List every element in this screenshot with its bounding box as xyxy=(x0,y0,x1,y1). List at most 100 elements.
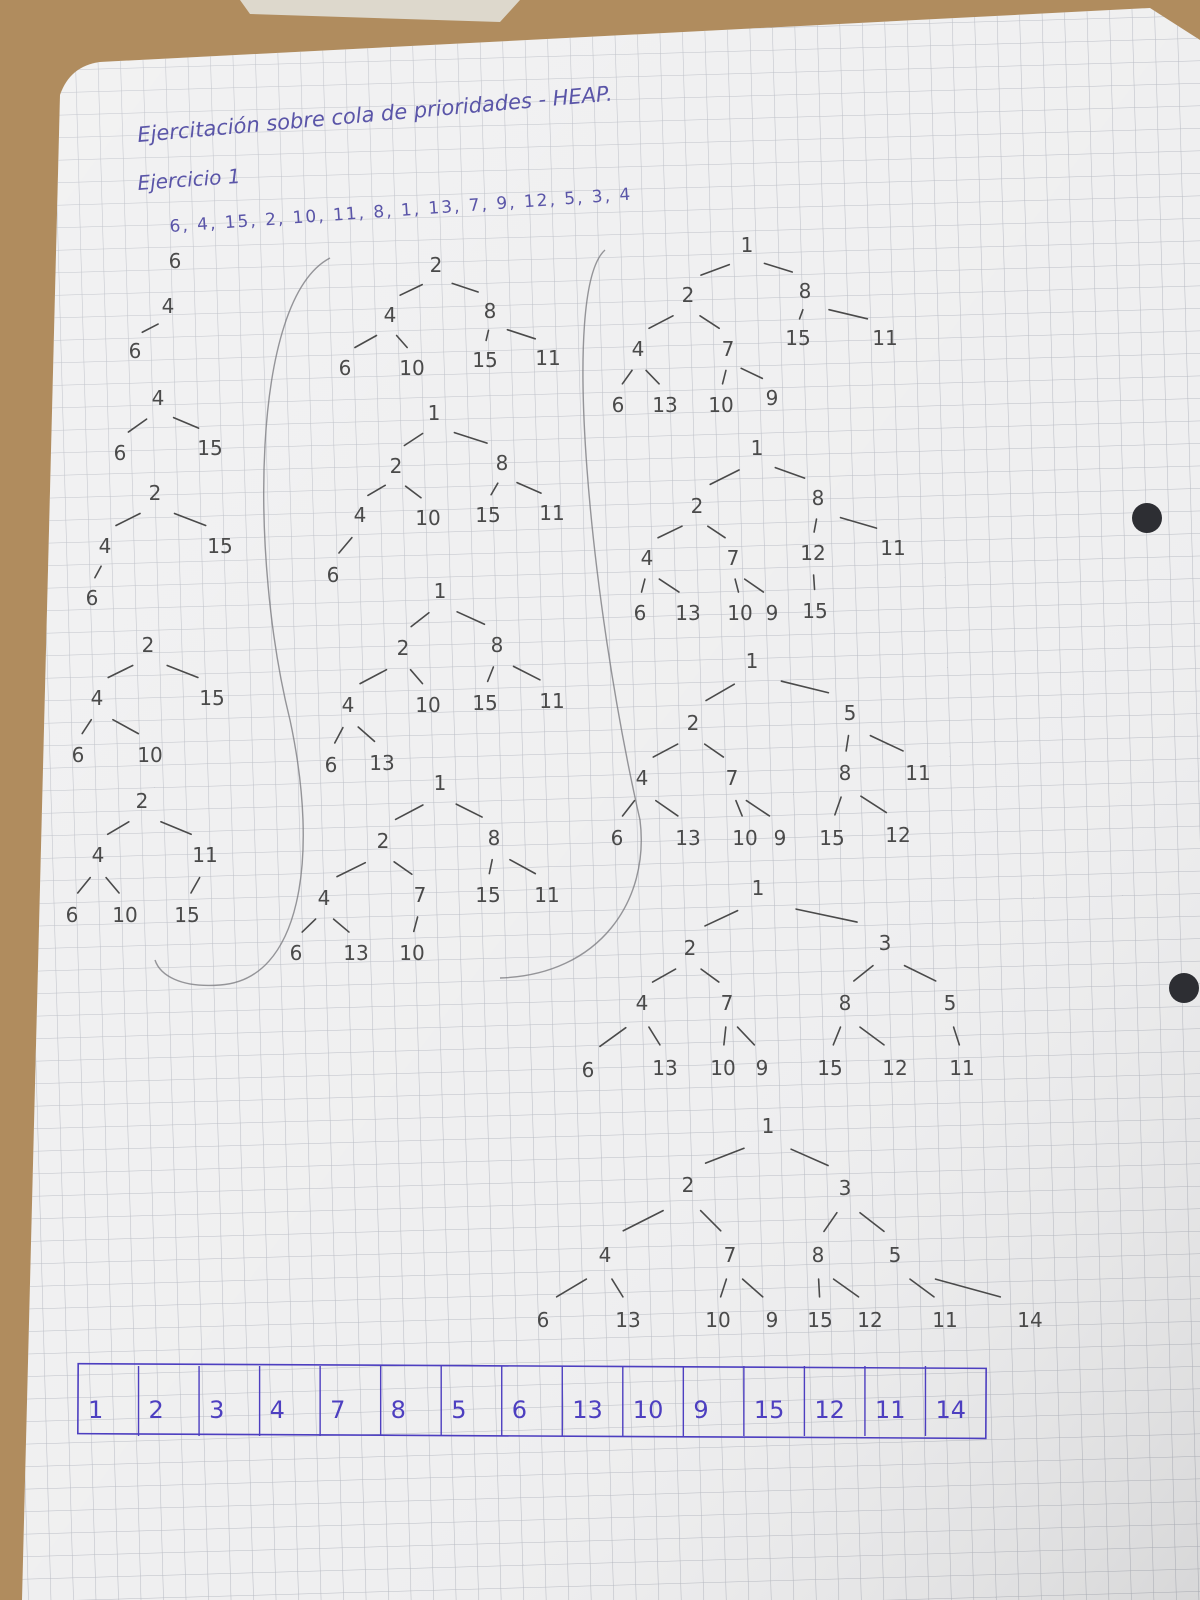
heap-tree: 12 84 10 15 116 xyxy=(327,401,565,587)
desk-paper-corner xyxy=(240,0,520,22)
tree-node: 2 xyxy=(377,829,390,853)
tree-node: 12 xyxy=(885,823,910,847)
tree-node: 12 xyxy=(882,1056,907,1080)
tree-node: 10 xyxy=(399,941,424,965)
tree-node: 11 xyxy=(932,1308,957,1332)
tree-edge xyxy=(112,718,140,735)
tree-edge xyxy=(338,536,353,554)
tree-edge xyxy=(451,282,479,293)
tree-edge xyxy=(456,610,486,626)
tree-edge xyxy=(798,308,804,320)
tree-edge xyxy=(399,283,424,296)
tree-edge xyxy=(409,668,424,685)
tree-edge xyxy=(734,578,740,593)
tree-node: 15 xyxy=(475,883,500,907)
tree-edge xyxy=(952,1026,961,1046)
tree-edge xyxy=(410,611,430,628)
heap-tree: 4 6 15 xyxy=(114,386,223,465)
tree-edge xyxy=(490,482,499,496)
separator-curve xyxy=(154,257,331,987)
tree-edge xyxy=(651,968,677,983)
array-cell: 9 xyxy=(693,1396,708,1424)
tree-node: 5 xyxy=(889,1243,902,1267)
tree-edge xyxy=(869,734,904,752)
tree-edge xyxy=(934,1278,1002,1298)
tree-node: 14 xyxy=(1017,1308,1042,1332)
tree-edge xyxy=(832,1278,860,1298)
tree-edge xyxy=(333,726,344,744)
tree-node: 10 xyxy=(137,743,162,767)
tree-edge xyxy=(395,334,408,349)
tree-edge xyxy=(706,525,726,539)
tree-node: 15 xyxy=(197,436,222,460)
tree-edge xyxy=(509,858,537,875)
tree-node: 7 xyxy=(722,337,735,361)
tree-edge xyxy=(190,876,201,894)
tree-node: 1 xyxy=(762,1114,775,1138)
array-cell: 13 xyxy=(572,1396,603,1424)
tree-edge xyxy=(834,796,842,816)
tree-edge xyxy=(76,876,91,894)
tree-node: 1 xyxy=(428,401,441,425)
tree-node: 13 xyxy=(343,941,368,965)
heap-tree: 12 84 7 12 116 13 10 9 15 xyxy=(634,436,906,625)
tree-edge xyxy=(763,262,794,273)
tree-node: 10 xyxy=(415,506,440,530)
tree-node: 6 xyxy=(582,1058,595,1082)
heap-array: 1 2 3 4 7 8 5 6 13 10 9 15 12 11 14 xyxy=(77,1362,987,1440)
tree-edge xyxy=(455,803,483,818)
tree-node: 4 xyxy=(354,503,367,527)
tree-node: 15 xyxy=(785,326,810,350)
tree-node: 9 xyxy=(766,386,779,410)
tree-node: 2 xyxy=(682,283,695,307)
tree-node: 15 xyxy=(807,1308,832,1332)
array-cell: 15 xyxy=(754,1396,785,1424)
tree-node: 5 xyxy=(944,991,957,1015)
tree-edge xyxy=(699,1209,722,1232)
tree-node: 6 xyxy=(325,753,338,777)
tree-edge xyxy=(81,718,93,735)
tree-edge xyxy=(736,1026,756,1046)
tree-node: 4 xyxy=(636,991,649,1015)
tree-edge xyxy=(832,1026,842,1046)
tree-edge xyxy=(745,799,771,817)
tree-node: 9 xyxy=(774,826,787,850)
punch-hole xyxy=(1169,973,1199,1003)
heap-tree: 12 84 7 15 116 13 10 9 xyxy=(612,233,898,417)
tree-edge xyxy=(622,1209,664,1232)
tree-edge xyxy=(813,518,818,533)
tree-edge xyxy=(817,1278,821,1298)
tree-node: 15 xyxy=(475,503,500,527)
tree-node: 9 xyxy=(766,601,779,625)
tree-node: 2 xyxy=(136,789,149,813)
tree-node: 6 xyxy=(537,1308,550,1332)
tree-edge xyxy=(700,263,731,276)
tree-node: 5 xyxy=(844,701,857,725)
tree-edge xyxy=(512,665,541,681)
tree-node: 12 xyxy=(857,1308,882,1332)
tree-node: 7 xyxy=(726,766,739,790)
tree-node: 13 xyxy=(675,601,700,625)
tree-node: 7 xyxy=(414,883,427,907)
tree-edge xyxy=(354,334,378,349)
tree-node: 3 xyxy=(879,931,892,955)
tree-node: 2 xyxy=(682,1173,695,1197)
tree-edge xyxy=(741,1278,764,1298)
tree-edge xyxy=(648,1026,661,1046)
tree-node: 1 xyxy=(751,436,764,460)
tree-edge xyxy=(735,799,743,817)
array-cell: 1 xyxy=(88,1396,103,1424)
heap-tree: 12 84 7 15 116 13 10 xyxy=(290,771,560,965)
tree-node: 15 xyxy=(199,686,224,710)
tree-node: 6 xyxy=(169,249,182,273)
tree-node: 8 xyxy=(812,1243,825,1267)
tree-edge xyxy=(705,683,736,702)
tree-node: 7 xyxy=(721,991,734,1015)
tree-node: 13 xyxy=(675,826,700,850)
tree-node: 6 xyxy=(634,601,647,625)
tree-node: 1 xyxy=(434,579,447,603)
tree-node: 11 xyxy=(539,689,564,713)
heap-tree: 12 84 10 15 116 13 xyxy=(325,579,565,777)
array-cell: 11 xyxy=(875,1396,906,1424)
